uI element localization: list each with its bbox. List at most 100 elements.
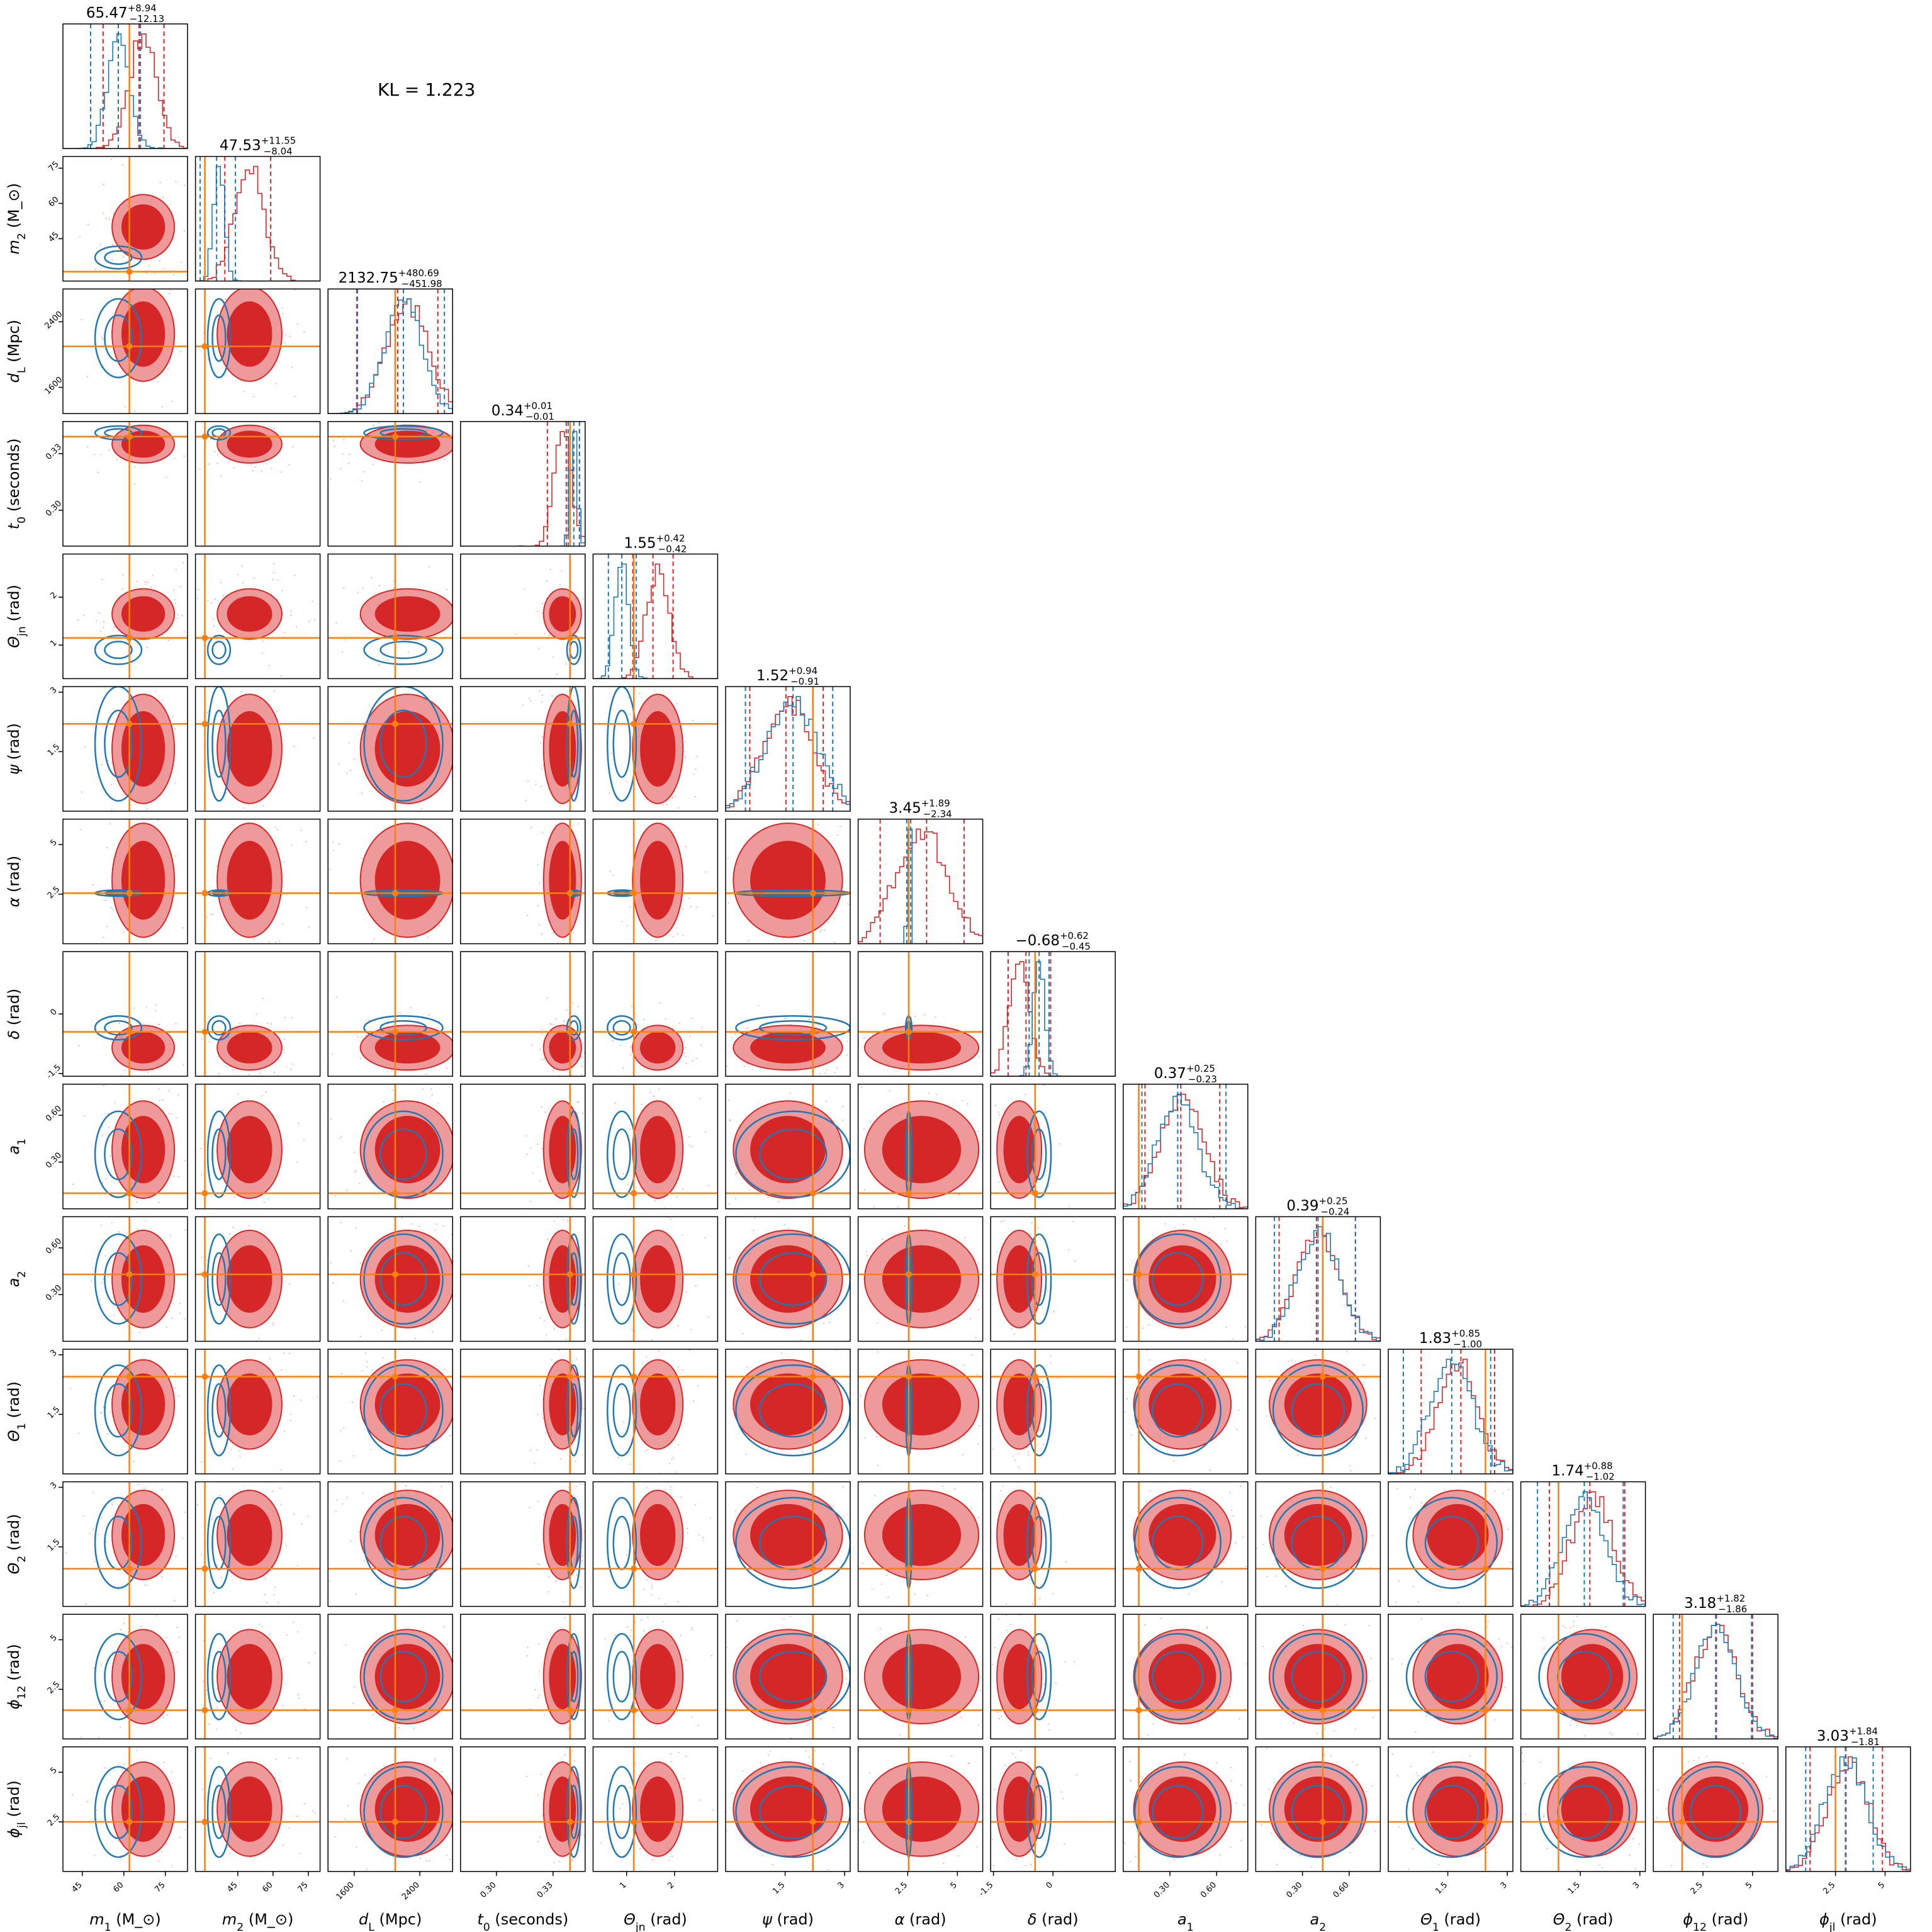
- contour-inner-red: [374, 1116, 441, 1184]
- panel-frame: [327, 421, 453, 547]
- panel-frame: [1123, 1084, 1249, 1210]
- contour-inner-blue: [211, 641, 227, 660]
- truth-marker: [809, 1028, 816, 1035]
- joint-panel-m1-phi12: 2.5 5 ϕ12 (rad): [5, 1614, 188, 1739]
- panel-frame: [62, 288, 188, 414]
- contour-inner-blue: [379, 1651, 427, 1703]
- contour-outer-blue: [206, 1233, 232, 1325]
- contour-inner-red: [640, 841, 676, 920]
- contour-outer-blue: [1538, 1632, 1631, 1721]
- joint-panel-theta1-phi_jl: 1.5 3 Θ1 (rad): [1388, 1746, 1514, 1932]
- y-axis-label-theta_jn: Θjn (rad): [5, 585, 28, 648]
- contour-inner-blue: [1152, 1785, 1204, 1839]
- contour-inner-red: [549, 1031, 576, 1064]
- panel-frame: [194, 421, 321, 547]
- x-tick-label: 75: [153, 1880, 167, 1894]
- contour-inner-red: [1561, 1644, 1624, 1710]
- joint-panel-dL-phi_jl: 1600 2400 dL (Mpc): [327, 1746, 453, 1932]
- marginal-histogram-blue: [1123, 1093, 1248, 1209]
- contour-inner-red: [227, 1373, 272, 1435]
- contour-outer-blue: [606, 1110, 637, 1198]
- y-axis-label-theta2: Θ2 (rad): [5, 1514, 28, 1575]
- contour-inner-blue: [379, 641, 427, 660]
- contour-inner-blue: [1690, 1785, 1742, 1839]
- contour-outer-blue: [606, 1766, 637, 1858]
- truth-marker: [905, 1373, 912, 1380]
- truth-marker: [905, 1028, 912, 1035]
- contour-inner-blue: [104, 1128, 133, 1181]
- marginal-title-phi_jl: 3.03+1.84 −1.81: [1817, 1726, 1880, 1748]
- panel-frame: [327, 1216, 453, 1342]
- truth-marker: [631, 1271, 637, 1278]
- y-tick-label: 5: [48, 838, 59, 848]
- contour-inner-red: [1683, 1776, 1749, 1842]
- contour-outer-blue: [566, 1110, 581, 1198]
- contour-outer-blue: [606, 1015, 637, 1041]
- contour-outer-blue: [1026, 1766, 1052, 1858]
- panel-frame: [1388, 1481, 1514, 1607]
- contour-inner-red: [121, 1776, 166, 1842]
- joint-panel-theta2-phi_jl: 1.5 3 Θ2 (rad): [1520, 1746, 1646, 1932]
- joint-panel-psi-phi_jl: 1.5 3 ψ (rad): [725, 1746, 851, 1928]
- y-tick-label: 2.5: [46, 1812, 62, 1828]
- panel-frame: [460, 686, 586, 812]
- panel-frame: [725, 1614, 851, 1739]
- contour-inner-blue: [612, 1019, 631, 1036]
- marginal-title-psi: 1.52+0.94 −0.91: [756, 665, 819, 687]
- panel-frame: [460, 951, 586, 1077]
- y-tick-label: 45: [47, 230, 60, 244]
- x-axis-label-theta1: Θ1 (rad): [1420, 1911, 1481, 1932]
- y-tick-label: 2: [48, 590, 59, 600]
- joint-panel-a2-theta2: [1255, 1481, 1381, 1607]
- panel-frame: [725, 1084, 851, 1210]
- contour-inner-red: [121, 596, 166, 632]
- contour-inner-blue: [211, 709, 227, 778]
- panel-frame: [592, 1349, 719, 1474]
- joint-panel-psi-a1: [725, 1084, 851, 1210]
- truth-marker: [1031, 1373, 1038, 1380]
- truth-marker: [126, 890, 133, 897]
- joint-panel-m1-delta: -1.5 0 δ (rad): [5, 951, 188, 1081]
- contour-inner-red: [374, 596, 441, 632]
- panel-frame: [1785, 1746, 1911, 1872]
- y-tick-label: 2.5: [46, 885, 62, 901]
- contour-outer-blue: [735, 1364, 850, 1457]
- contour-inner-blue: [1031, 1252, 1047, 1306]
- truth-marker: [126, 1028, 133, 1035]
- contour-inner-red: [882, 1116, 962, 1184]
- panel-frame: [1653, 1746, 1778, 1872]
- truth-marker: [1319, 1373, 1326, 1380]
- marginal-panel-alpha: [857, 818, 984, 945]
- joint-panel-theta_jn-phi12: [592, 1614, 719, 1739]
- truth-marker: [905, 1818, 912, 1825]
- marginal-histogram-blue: [726, 696, 850, 811]
- contour-outer-blue: [735, 1497, 850, 1589]
- y-tick-label: 1600: [43, 375, 65, 396]
- joint-panel-alpha-delta: [857, 951, 984, 1077]
- contour-outer-blue: [363, 1766, 444, 1858]
- contour-inner-blue: [1031, 1383, 1047, 1438]
- joint-panel-dL-delta: [327, 951, 453, 1077]
- contour-inner-red: [882, 1776, 962, 1842]
- truth-marker: [392, 1707, 399, 1714]
- contour-outer-blue: [1026, 1364, 1052, 1457]
- joint-panel-m2-theta1: [194, 1349, 321, 1474]
- truth-marker: [201, 1028, 208, 1035]
- truth-marker: [392, 634, 399, 641]
- x-axis-label-psi: ψ (rad): [762, 1911, 814, 1928]
- y-tick-label: 1.5: [46, 742, 62, 758]
- contour-inner-red: [882, 1644, 962, 1710]
- contour-outer-blue: [566, 1632, 581, 1721]
- truth-marker: [1135, 1707, 1142, 1714]
- panel-frame: [857, 1216, 984, 1342]
- contour-inner-red: [549, 1116, 576, 1184]
- contour-inner-red: [227, 841, 272, 920]
- y-tick-label: 5: [48, 1765, 59, 1775]
- contour-outer-blue: [94, 1497, 143, 1589]
- contour-inner-red: [549, 1373, 576, 1435]
- y-tick-label: 2.5: [46, 1680, 62, 1695]
- contour-outer-blue: [206, 1110, 232, 1198]
- y-tick-label: 0.60: [44, 1104, 64, 1123]
- contour-inner-red: [882, 1503, 962, 1566]
